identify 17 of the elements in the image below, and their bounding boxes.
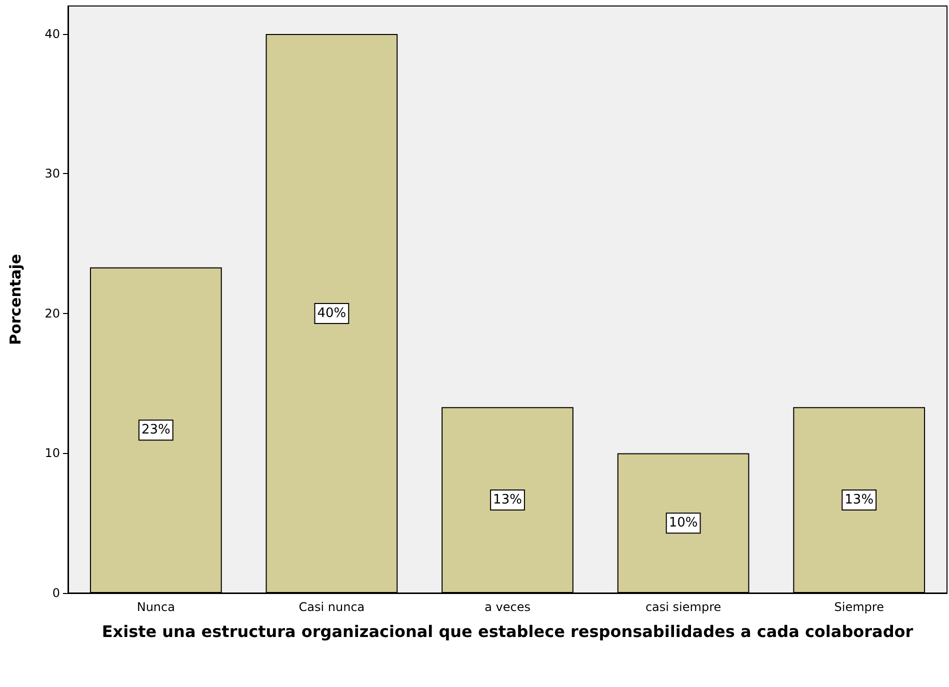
y-axis-title: Porcentaje [6, 254, 24, 346]
x-tick-label: Siempre [834, 600, 884, 614]
x-tick-label: Casi nunca [298, 600, 365, 614]
x-axis-title: Existe una estructura organizacional que establece responsabilidades a cada colaborador [102, 622, 914, 641]
data-label: 23% [141, 422, 170, 438]
data-label: 13% [493, 492, 522, 508]
data-label: 40% [317, 306, 346, 321]
x-tick-label: casi siempre [645, 600, 722, 614]
x-tick-label: a veces [484, 600, 530, 614]
data-label: 13% [844, 492, 874, 508]
y-tick-label: 40 [44, 26, 60, 41]
y-tick-label: 30 [44, 166, 60, 181]
data-label: 10% [668, 516, 698, 531]
y-tick-label: 10 [44, 446, 60, 460]
y-tick-label: 20 [44, 306, 60, 320]
x-tick-label: Nunca [136, 600, 175, 614]
y-tick-label: 0 [52, 586, 60, 600]
